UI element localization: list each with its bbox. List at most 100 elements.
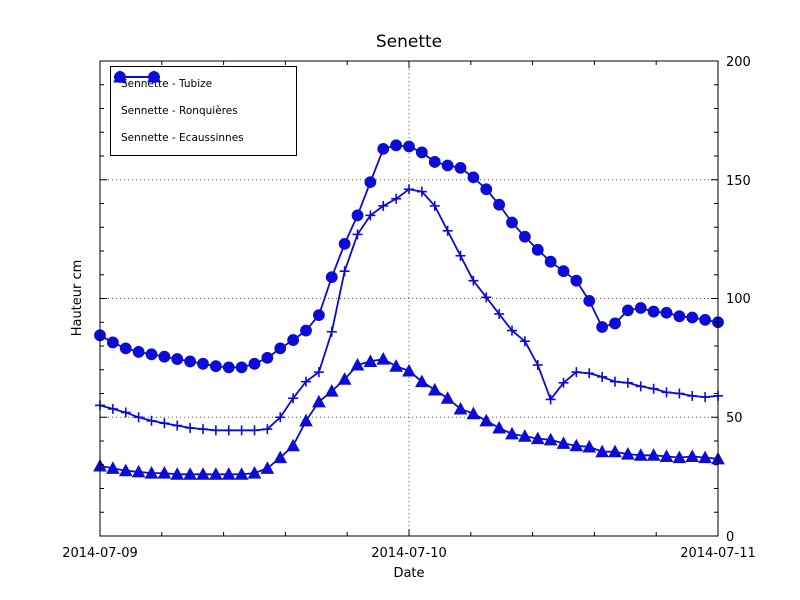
data-point-marker (158, 350, 171, 363)
data-point-marker (235, 361, 248, 374)
data-point-marker (569, 438, 584, 452)
data-point-marker (106, 336, 119, 349)
legend-item-ronquieres: Sennette - Ronquières (114, 72, 292, 123)
y-tick-label-50: 50 (726, 411, 743, 426)
chart-title: Senette (376, 32, 442, 52)
data-point-marker (113, 69, 127, 83)
gridlines (100, 61, 718, 536)
data-point-marker (467, 171, 480, 184)
data-point-marker (621, 304, 634, 317)
y-tick-label-0: 0 (726, 530, 734, 545)
data-point-marker (493, 198, 506, 211)
series-triangle (93, 352, 725, 480)
data-point-marker (337, 372, 352, 385)
data-point-marker (543, 432, 558, 446)
data-point-marker (440, 391, 455, 404)
data-point-marker (646, 448, 661, 461)
data-point-marker (377, 142, 390, 155)
y-axis-label: Hauteur cm (70, 260, 85, 337)
data-point-marker (299, 413, 313, 427)
data-point-marker (338, 237, 351, 250)
data-point-marker (147, 69, 161, 83)
data-point-marker (286, 438, 300, 452)
legend-label: Sennette - Tubize (121, 78, 213, 91)
data-point-marker (673, 310, 686, 323)
data-point-marker (659, 449, 674, 462)
data-point-marker (106, 461, 120, 474)
data-point-marker (324, 384, 339, 397)
series-layer (93, 139, 725, 480)
data-point-marker (402, 363, 416, 377)
data-point-marker (248, 357, 261, 370)
x-axis-label: Date (393, 566, 424, 581)
data-point-marker (247, 466, 262, 479)
data-point-marker (492, 420, 506, 434)
data-point-marker (260, 461, 275, 474)
data-point-marker (479, 413, 494, 427)
data-point-marker (608, 444, 622, 458)
x-tick-label-1: 2014-07-10 (371, 546, 447, 561)
data-point-marker (261, 351, 274, 364)
data-point-marker (209, 360, 222, 373)
data-point-marker (583, 294, 596, 307)
data-point-marker (570, 274, 583, 287)
data-point-marker (556, 436, 571, 449)
data-point-marker (453, 401, 468, 415)
data-point-marker (389, 359, 403, 372)
data-point-marker (466, 406, 481, 420)
data-point-marker (518, 429, 532, 442)
data-point-marker (350, 357, 365, 371)
x-tick-label-2: 2014-07-11 (680, 546, 756, 561)
data-point-marker (171, 353, 184, 365)
data-point-marker (441, 159, 454, 172)
data-point-marker (145, 348, 158, 361)
data-point-marker (633, 448, 648, 461)
data-point-marker (506, 216, 518, 229)
legend-item-ecaussinnes: Sennette - Ecaussinnes (113, 69, 292, 150)
data-point-marker (699, 313, 712, 326)
data-point-marker (363, 354, 378, 367)
series-line (99, 144, 719, 369)
data-point-marker (300, 324, 312, 337)
data-point-marker (609, 317, 621, 330)
legend: Sennette - Tubize Sennette - Ronquières … (110, 66, 297, 156)
data-point-marker (582, 439, 597, 453)
data-point-marker (454, 161, 467, 174)
data-point-marker (183, 467, 197, 480)
data-point-marker (647, 305, 660, 318)
data-point-marker (531, 243, 544, 256)
data-point-marker (403, 140, 415, 153)
data-point-marker (518, 230, 531, 243)
data-point-marker (595, 444, 609, 458)
data-point-marker (132, 346, 145, 358)
data-point-marker (184, 355, 197, 368)
data-point-marker (157, 466, 172, 479)
data-point-marker (131, 464, 146, 478)
data-point-marker (698, 450, 712, 464)
y-tick-label-150: 150 (726, 174, 751, 189)
legend-label: Sennette - Ronquières (121, 104, 238, 117)
x-tick-label-0: 2014-07-09 (62, 546, 138, 561)
y-tick-label-200: 200 (726, 55, 751, 70)
data-point-marker (390, 139, 403, 152)
data-point-marker (428, 156, 441, 168)
data-point-marker (530, 431, 545, 445)
data-point-marker (221, 467, 236, 480)
data-point-marker (596, 321, 609, 333)
data-point-marker (351, 209, 364, 222)
data-point-marker (234, 467, 249, 480)
data-point-marker (427, 382, 442, 396)
data-point-marker (273, 450, 288, 464)
data-point-marker (415, 146, 428, 159)
data-point-marker (364, 176, 377, 189)
data-point-marker (686, 311, 699, 324)
data-point-marker (634, 302, 647, 314)
data-point-marker (672, 450, 687, 464)
data-point-marker (325, 271, 338, 284)
data-point-marker (312, 394, 326, 408)
y-tick-label-100: 100 (726, 292, 751, 307)
data-point-marker (287, 334, 300, 346)
data-point-marker (170, 467, 185, 480)
